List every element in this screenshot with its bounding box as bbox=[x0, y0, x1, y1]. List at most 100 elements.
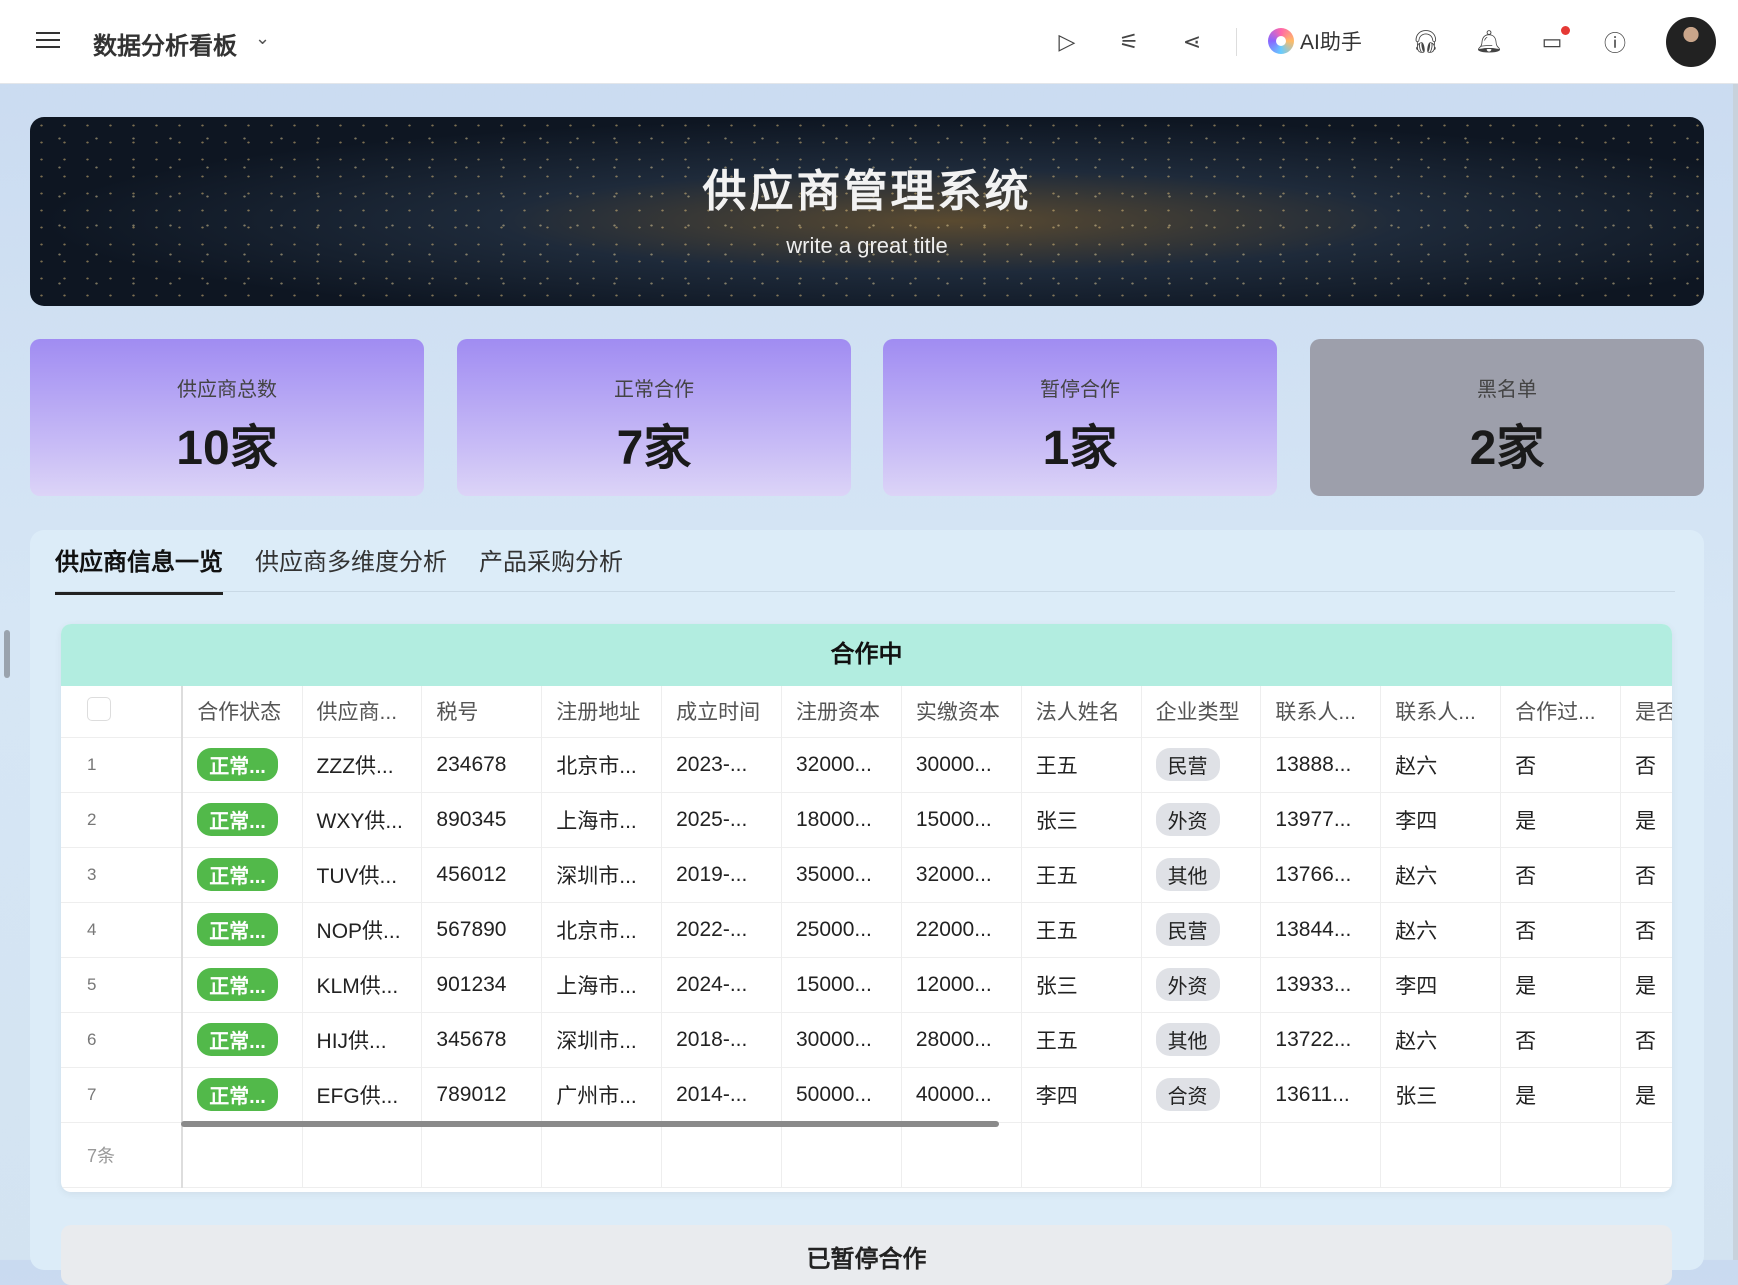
cell-text: 王五 bbox=[1035, 1029, 1078, 1053]
column-header[interactable]: 成立时间 bbox=[661, 686, 782, 738]
column-header[interactable]: 注册地址 bbox=[541, 686, 663, 738]
cell-text: 35000... bbox=[795, 862, 872, 886]
inbox-icon[interactable]: ▭ bbox=[1541, 29, 1563, 54]
table-cell: 赵六 bbox=[1380, 902, 1502, 958]
menu-icon[interactable] bbox=[36, 32, 60, 50]
table-cell: 2025-... bbox=[661, 792, 782, 848]
table-cell: 深圳市... bbox=[541, 847, 663, 903]
column-header[interactable]: 法人姓名 bbox=[1021, 686, 1142, 738]
footer-cell bbox=[541, 1122, 663, 1188]
stat-value: 7家 bbox=[616, 422, 692, 475]
headset-icon[interactable]: 🎧︎ bbox=[1412, 29, 1440, 54]
bell-icon[interactable]: 🔔︎ bbox=[1475, 29, 1503, 54]
table-cell: 否 bbox=[1500, 737, 1621, 793]
cell-text: 2014-... bbox=[676, 1082, 748, 1106]
cell-text: 345678 bbox=[436, 1027, 507, 1051]
top-bar: 数据分析看板 ⌄ ▷ ⚟ ⋖ AI助手 🎧︎ 🔔︎ ▭ ⓘ bbox=[0, 0, 1738, 84]
cell-text: EFG供... bbox=[316, 1084, 399, 1108]
column-header[interactable]: 合作状态 bbox=[182, 686, 303, 738]
cell-text: 王五 bbox=[1035, 754, 1078, 778]
company-type-tag: 其他 bbox=[1155, 1023, 1220, 1056]
left-scroll-handle[interactable] bbox=[4, 630, 10, 678]
cell-text: 是 bbox=[1635, 1084, 1656, 1108]
table-cell: 李四 bbox=[1380, 792, 1502, 848]
stat-label: 暂停合作 bbox=[1040, 379, 1120, 401]
cell-text: 是 bbox=[1635, 809, 1656, 833]
table-cell: 35000... bbox=[781, 847, 902, 903]
play-icon[interactable]: ▷ bbox=[1058, 29, 1076, 54]
tab-supplier-overview[interactable]: 供应商信息一览 bbox=[55, 542, 223, 595]
help-icon[interactable]: ⓘ bbox=[1603, 31, 1626, 56]
cell-text: 李四 bbox=[1395, 974, 1438, 998]
footer-cell bbox=[1141, 1122, 1262, 1188]
table-cell: 否 bbox=[1500, 1012, 1621, 1068]
table-cell: 否 bbox=[1620, 737, 1672, 793]
table-cell: 张三 bbox=[1380, 1067, 1502, 1123]
column-header[interactable]: 联系人... bbox=[1380, 686, 1502, 738]
footer-cell bbox=[1380, 1122, 1502, 1188]
footer-cell bbox=[1021, 1122, 1142, 1188]
table-row[interactable]: 6 正常... HIJ供... 345678 深圳市... 2018-... 30000..… bbox=[61, 1012, 1672, 1068]
table-cell: 234678 bbox=[421, 737, 543, 793]
sliders-icon[interactable]: ⚟ bbox=[1119, 29, 1139, 54]
table-cell: 5 bbox=[61, 957, 184, 1013]
table-cell: HIJ供... bbox=[302, 1012, 423, 1068]
row-index: 3 bbox=[87, 864, 97, 884]
cell-text: ZZZ供... bbox=[316, 754, 394, 778]
cell-text: 890345 bbox=[436, 807, 507, 831]
table-cell: 否 bbox=[1620, 902, 1672, 958]
table-row[interactable]: 2 正常... WXY供... 890345 上海市... 2025-... 18000..… bbox=[61, 792, 1672, 848]
table-cell: 是 bbox=[1620, 957, 1672, 1013]
cell-text: 13977... bbox=[1275, 807, 1352, 831]
table-cell: 22000... bbox=[901, 902, 1022, 958]
table-cell: 其他 bbox=[1141, 847, 1262, 903]
table-row[interactable]: 7 正常... EFG供... 789012 广州市... 2014-... 50000..… bbox=[61, 1067, 1672, 1123]
ai-assistant-button[interactable]: AI助手 bbox=[1268, 26, 1362, 56]
stat-value: 1家 bbox=[1042, 422, 1118, 475]
cell-text: 40000... bbox=[915, 1082, 992, 1106]
banner-title: 供应商管理系统 bbox=[702, 167, 1032, 216]
dashboard-title[interactable]: 数据分析看板 bbox=[93, 33, 237, 60]
table-cell: 李四 bbox=[1021, 1067, 1142, 1123]
chevron-down-icon[interactable]: ⌄ bbox=[255, 28, 271, 48]
table-cell: 1 bbox=[61, 737, 184, 793]
cell-text: HIJ供... bbox=[316, 1029, 387, 1053]
column-header[interactable]: 联系人... bbox=[1260, 686, 1382, 738]
table-row[interactable]: 1 正常... ZZZ供... 234678 北京市... 2023-... 32000..… bbox=[61, 737, 1672, 793]
share-icon[interactable]: ⋖ bbox=[1182, 29, 1202, 54]
tab-supplier-analysis[interactable]: 供应商多维度分析 bbox=[255, 549, 447, 576]
table-cell: 赵六 bbox=[1380, 1012, 1502, 1068]
table-cell: 正常... bbox=[182, 1067, 303, 1123]
column-header[interactable]: 企业类型 bbox=[1141, 686, 1262, 738]
table-cell: WXY供... bbox=[302, 792, 423, 848]
table-cell: 否 bbox=[1500, 902, 1621, 958]
table-row[interactable]: 5 正常... KLM供... 901234 上海市... 2024-... 15000..… bbox=[61, 957, 1672, 1013]
table-row[interactable]: 4 正常... NOP供... 567890 北京市... 2022-... 25000..… bbox=[61, 902, 1672, 958]
avatar[interactable] bbox=[1666, 17, 1716, 67]
table-cell: 是 bbox=[1500, 1067, 1621, 1123]
table-cell: 32000... bbox=[901, 847, 1022, 903]
table-cell: NOP供... bbox=[302, 902, 423, 958]
column-header[interactable]: 实缴资本 bbox=[901, 686, 1022, 738]
column-header[interactable]: 合作过... bbox=[1500, 686, 1621, 738]
table-cell: 是 bbox=[1620, 792, 1672, 848]
tab-purchase-analysis[interactable]: 产品采购分析 bbox=[479, 549, 623, 576]
table-cell: 13722... bbox=[1260, 1012, 1382, 1068]
horizontal-scrollbar[interactable] bbox=[181, 1121, 999, 1127]
column-header[interactable]: 供应商... bbox=[302, 686, 423, 738]
page-scrollbar[interactable] bbox=[1733, 84, 1738, 1260]
stat-label: 正常合作 bbox=[614, 379, 694, 401]
footer-cell bbox=[661, 1122, 782, 1188]
cell-text: 赵六 bbox=[1395, 1029, 1438, 1053]
company-type-tag: 外资 bbox=[1155, 803, 1220, 836]
column-header[interactable]: 是否参 bbox=[1620, 686, 1672, 738]
table-cell: 正常... bbox=[182, 957, 303, 1013]
table-cell: 深圳市... bbox=[541, 1012, 663, 1068]
table-row[interactable]: 3 正常... TUV供... 456012 深圳市... 2019-... 35000..… bbox=[61, 847, 1672, 903]
column-header[interactable]: 注册资本 bbox=[781, 686, 902, 738]
column-header[interactable]: 税号 bbox=[421, 686, 543, 738]
select-all-checkbox[interactable] bbox=[61, 686, 184, 738]
cell-text: 否 bbox=[1635, 1029, 1656, 1053]
cell-text: 15000... bbox=[915, 807, 992, 831]
table-cell: 正常... bbox=[182, 1012, 303, 1068]
